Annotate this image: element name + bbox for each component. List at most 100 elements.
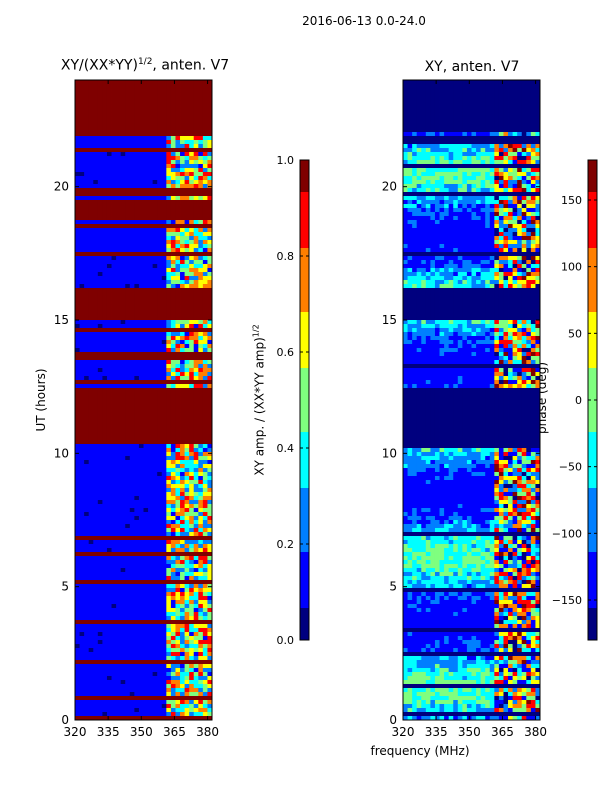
heatmap-cell: [75, 300, 80, 305]
heatmap-cell: [170, 444, 176, 449]
heatmap-cell: [134, 516, 140, 521]
heatmap-cell: [143, 268, 149, 273]
heatmap-cell: [125, 444, 131, 449]
heatmap-cell: [125, 644, 131, 649]
heatmap-cell: [129, 328, 135, 333]
heatmap-cell: [202, 580, 208, 585]
heatmap-cell: [198, 444, 204, 449]
heatmap-cell: [79, 392, 85, 397]
heatmap-cell: [102, 404, 108, 409]
heatmap-cell: [116, 648, 122, 653]
heatmap-cell: [152, 232, 158, 237]
heatmap-cell: [106, 372, 112, 377]
heatmap-cell: [161, 676, 167, 681]
x-axis-label: frequency (MHz): [370, 744, 470, 758]
heatmap-cell: [111, 616, 117, 621]
heatmap-cell: [111, 628, 117, 633]
heatmap-cell: [134, 108, 140, 113]
heatmap-cell: [517, 80, 523, 85]
heatmap-cell: [170, 700, 176, 705]
heatmap-cell: [138, 436, 144, 441]
heatmap-cell: [166, 660, 172, 665]
heatmap-cell: [161, 552, 167, 557]
heatmap-cell: [207, 452, 213, 457]
heatmap-cell: [170, 636, 176, 641]
heatmap-cell: [148, 616, 154, 621]
heatmap-cell: [84, 92, 90, 97]
heatmap-cell: [75, 680, 80, 685]
heatmap-cell: [97, 224, 103, 229]
heatmap-cell: [143, 584, 149, 589]
heatmap-cell: [166, 116, 172, 121]
heatmap-cell: [202, 192, 208, 197]
heatmap-cell: [148, 308, 154, 313]
heatmap-cell: [207, 328, 213, 333]
heatmap-cell: [476, 88, 482, 93]
heatmap-cell: [202, 464, 208, 469]
heatmap-cell: [79, 264, 85, 269]
heatmap-cell: [79, 316, 85, 321]
heatmap-cell: [166, 264, 172, 269]
heatmap-cell: [152, 520, 158, 525]
heatmap-cell: [148, 608, 154, 613]
heatmap-cell: [111, 332, 117, 337]
heatmap-cell: [111, 632, 117, 637]
heatmap-cell: [207, 548, 213, 553]
heatmap-cell: [120, 268, 126, 273]
heatmap-cell: [134, 176, 140, 181]
heatmap-cell: [152, 184, 158, 189]
heatmap-cell: [102, 696, 108, 701]
heatmap-cell: [129, 204, 135, 209]
heatmap-cell: [125, 604, 131, 609]
heatmap-cell: [125, 556, 131, 561]
heatmap-cell: [184, 452, 190, 457]
heatmap-cell: [148, 252, 154, 257]
heatmap-cell: [111, 680, 117, 685]
heatmap-cell: [157, 364, 163, 369]
heatmap-cell: [143, 368, 149, 373]
heatmap-cell: [152, 472, 158, 477]
heatmap-cell: [180, 352, 185, 357]
heatmap-cell: [97, 604, 103, 609]
heatmap-cell: [170, 696, 176, 701]
heatmap-cell: [116, 480, 122, 485]
heatmap-cell: [106, 148, 112, 153]
heatmap-cell: [79, 404, 85, 409]
heatmap-cell: [116, 100, 122, 105]
heatmap-cell: [166, 244, 172, 249]
heatmap-cell: [79, 244, 85, 249]
heatmap-cell: [125, 356, 131, 361]
heatmap-cell: [93, 252, 99, 257]
heatmap-cell: [102, 564, 108, 569]
heatmap-cell: [148, 152, 154, 157]
heatmap-cell: [189, 480, 195, 485]
heatmap-cell: [97, 416, 103, 421]
heatmap-cell: [180, 648, 185, 653]
heatmap-cell: [207, 336, 213, 341]
heatmap-cell: [120, 516, 126, 521]
heatmap-cell: [138, 632, 144, 637]
heatmap-cell: [198, 684, 204, 689]
heatmap-cell: [198, 448, 204, 453]
heatmap-cell: [75, 476, 80, 481]
heatmap-cell: [148, 600, 154, 605]
heatmap-cell: [93, 360, 99, 365]
heatmap-cell: [88, 660, 94, 665]
heatmap-cell: [189, 396, 195, 401]
heatmap-cell: [93, 460, 99, 465]
heatmap-cell: [184, 688, 190, 693]
heatmap-cell: [202, 132, 208, 137]
heatmap-cell: [184, 556, 190, 561]
heatmap-cell: [193, 408, 199, 413]
heatmap-cell: [88, 248, 94, 253]
heatmap-cell: [207, 516, 213, 521]
heatmap-cell: [93, 84, 99, 89]
heatmap-cell: [157, 368, 163, 373]
heatmap-cell: [111, 372, 117, 377]
heatmap-cell: [138, 388, 144, 393]
heatmap-cell: [134, 128, 140, 133]
heatmap-cell: [184, 516, 190, 521]
heatmap-cell: [170, 88, 176, 93]
heatmap-cell: [143, 116, 149, 121]
heatmap-cell: [175, 376, 181, 381]
